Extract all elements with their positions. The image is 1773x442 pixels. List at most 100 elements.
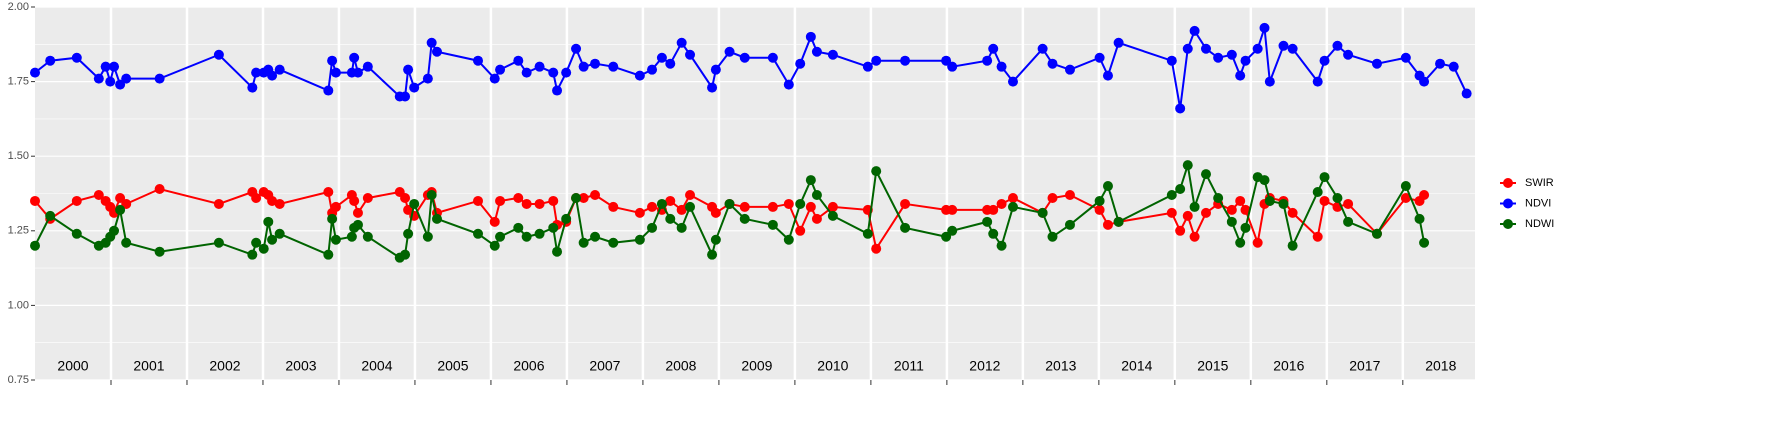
- point: [561, 213, 572, 224]
- point: [1102, 219, 1113, 230]
- point: [805, 201, 816, 212]
- point: [473, 55, 484, 66]
- point: [827, 201, 838, 212]
- point: [426, 189, 437, 200]
- point: [213, 49, 224, 60]
- point: [352, 207, 363, 218]
- point: [267, 195, 278, 206]
- year-label: 2013: [1045, 358, 1076, 374]
- point: [109, 61, 120, 72]
- point: [121, 73, 132, 84]
- point: [251, 237, 262, 248]
- point: [1189, 201, 1200, 212]
- point: [1175, 184, 1186, 195]
- point: [1213, 52, 1224, 63]
- point: [534, 198, 545, 209]
- point: [1419, 76, 1430, 87]
- point: [665, 58, 676, 69]
- point: [513, 192, 524, 203]
- point: [590, 189, 601, 200]
- point: [400, 192, 411, 203]
- point: [422, 231, 433, 242]
- point: [676, 204, 687, 215]
- point: [1400, 181, 1411, 192]
- point: [710, 234, 721, 245]
- point: [767, 201, 778, 212]
- point: [330, 67, 341, 78]
- point: [996, 198, 1007, 209]
- point: [1189, 231, 1200, 242]
- point: [1252, 237, 1263, 248]
- point: [362, 61, 373, 72]
- point: [1312, 76, 1323, 87]
- point: [71, 52, 82, 63]
- point: [871, 166, 882, 177]
- point: [1312, 187, 1323, 198]
- point: [521, 231, 532, 242]
- point: [1007, 76, 1018, 87]
- point: [988, 204, 999, 215]
- point: [900, 55, 911, 66]
- year-label: 2008: [665, 358, 696, 374]
- point: [634, 234, 645, 245]
- point: [30, 67, 40, 78]
- year-label: 2018: [1425, 358, 1456, 374]
- point: [1182, 160, 1193, 171]
- point: [274, 198, 285, 209]
- point: [534, 228, 545, 239]
- point: [489, 73, 500, 84]
- point: [1235, 70, 1246, 81]
- year-label: 2010: [817, 358, 848, 374]
- point: [495, 64, 506, 75]
- point: [431, 213, 442, 224]
- point: [258, 243, 269, 254]
- y-tick-label: 1.25: [8, 225, 29, 237]
- point: [561, 67, 572, 78]
- point: [495, 195, 506, 206]
- point: [676, 37, 687, 48]
- point: [590, 58, 601, 69]
- point: [783, 198, 794, 209]
- point: [647, 201, 658, 212]
- point: [400, 249, 411, 260]
- point: [1037, 207, 1048, 218]
- point: [1047, 58, 1058, 69]
- point: [767, 52, 778, 63]
- y-tick-label: 1.50: [8, 150, 29, 162]
- point: [422, 73, 433, 84]
- point: [1047, 192, 1058, 203]
- point: [571, 43, 582, 54]
- point: [521, 67, 532, 78]
- point: [409, 82, 420, 93]
- y-tick-label: 1.75: [8, 76, 29, 88]
- legend-key-point: [1503, 219, 1513, 229]
- point: [590, 231, 601, 242]
- point: [1094, 195, 1105, 206]
- point: [346, 231, 357, 242]
- point: [1414, 213, 1425, 224]
- point: [1235, 195, 1246, 206]
- point: [1235, 237, 1246, 248]
- point: [93, 189, 104, 200]
- year-label: 2002: [209, 358, 240, 374]
- point: [30, 195, 40, 206]
- point: [513, 222, 524, 233]
- point: [1400, 192, 1411, 203]
- point: [739, 201, 750, 212]
- point: [988, 43, 999, 54]
- point: [1240, 55, 1251, 66]
- point: [1343, 216, 1354, 227]
- point: [548, 67, 559, 78]
- point: [362, 231, 373, 242]
- point: [1343, 49, 1354, 60]
- year-label: 2004: [361, 358, 392, 374]
- point: [403, 228, 414, 239]
- point: [1278, 40, 1289, 51]
- point: [1166, 207, 1177, 218]
- y-tick-label: 1.00: [8, 299, 29, 311]
- point: [1319, 55, 1330, 66]
- point: [578, 237, 589, 248]
- point: [1094, 52, 1105, 63]
- point: [1200, 43, 1211, 54]
- point: [1102, 181, 1113, 192]
